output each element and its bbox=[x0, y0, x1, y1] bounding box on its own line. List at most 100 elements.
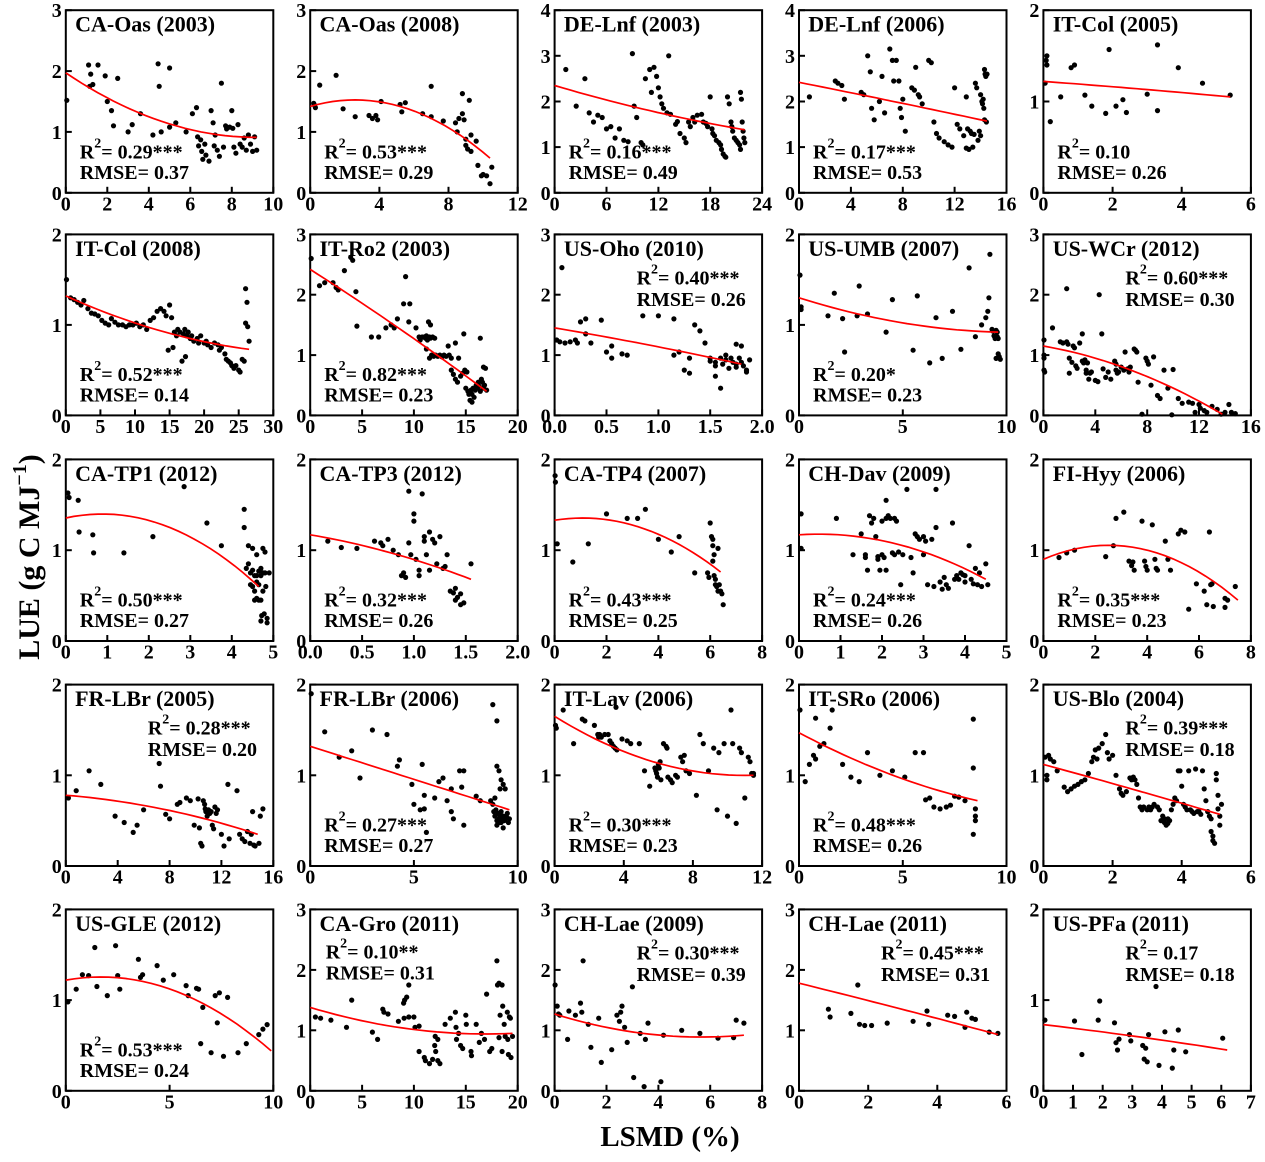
svg-text:7: 7 bbox=[1246, 1091, 1256, 1113]
svg-text:0: 0 bbox=[296, 183, 306, 205]
svg-text:3: 3 bbox=[541, 899, 551, 921]
svg-text:2: 2 bbox=[602, 642, 612, 664]
svg-text:18: 18 bbox=[700, 193, 720, 215]
svg-text:2: 2 bbox=[296, 675, 306, 697]
svg-text:8: 8 bbox=[757, 642, 767, 664]
svg-text:2: 2 bbox=[52, 61, 62, 83]
svg-text:RMSE= 0.39: RMSE= 0.39 bbox=[637, 964, 746, 986]
svg-text:R2= 0.50***: R2= 0.50*** bbox=[80, 585, 183, 612]
svg-text:2: 2 bbox=[1108, 193, 1118, 215]
svg-text:0: 0 bbox=[794, 193, 804, 215]
svg-text:1: 1 bbox=[785, 315, 795, 337]
svg-text:4: 4 bbox=[541, 0, 551, 22]
svg-text:1: 1 bbox=[1029, 990, 1039, 1012]
svg-text:6: 6 bbox=[1194, 642, 1204, 664]
svg-text:FR-LBr (2005): FR-LBr (2005) bbox=[75, 686, 215, 711]
svg-text:2: 2 bbox=[52, 449, 62, 471]
svg-text:R2= 0.30***: R2= 0.30*** bbox=[637, 937, 740, 964]
svg-text:RMSE= 0.49: RMSE= 0.49 bbox=[569, 162, 678, 184]
svg-text:10: 10 bbox=[997, 867, 1017, 889]
svg-text:0: 0 bbox=[785, 405, 795, 427]
svg-text:RMSE= 0.31: RMSE= 0.31 bbox=[326, 962, 435, 984]
svg-text:4: 4 bbox=[113, 867, 123, 889]
svg-text:10: 10 bbox=[997, 416, 1017, 438]
svg-text:R2= 0.53***: R2= 0.53*** bbox=[324, 136, 427, 163]
svg-text:2: 2 bbox=[296, 960, 306, 982]
svg-text:15: 15 bbox=[456, 1091, 476, 1113]
svg-text:RMSE= 0.18: RMSE= 0.18 bbox=[1125, 964, 1234, 986]
svg-text:0: 0 bbox=[794, 416, 804, 438]
svg-text:4: 4 bbox=[960, 642, 970, 664]
svg-text:R2= 0.43***: R2= 0.43*** bbox=[569, 585, 672, 612]
svg-text:1: 1 bbox=[52, 765, 62, 787]
svg-text:5: 5 bbox=[1002, 642, 1012, 664]
svg-text:DE-Lnf (2006): DE-Lnf (2006) bbox=[808, 12, 944, 37]
svg-text:3: 3 bbox=[52, 0, 62, 22]
svg-text:5: 5 bbox=[1187, 1091, 1197, 1113]
svg-text:5: 5 bbox=[357, 416, 367, 438]
svg-text:0.5: 0.5 bbox=[594, 416, 619, 438]
svg-text:8: 8 bbox=[444, 193, 454, 215]
svg-text:IT-Ro2 (2003): IT-Ro2 (2003) bbox=[320, 236, 451, 261]
svg-text:5: 5 bbox=[357, 1091, 367, 1113]
svg-text:RMSE= 0.24: RMSE= 0.24 bbox=[80, 1060, 189, 1082]
svg-text:0: 0 bbox=[61, 193, 71, 215]
svg-text:CH-Dav (2009): CH-Dav (2009) bbox=[808, 461, 950, 486]
svg-text:1.0: 1.0 bbox=[646, 416, 671, 438]
svg-text:15: 15 bbox=[456, 416, 476, 438]
svg-text:CH-Lae (2009): CH-Lae (2009) bbox=[564, 911, 704, 936]
svg-text:2: 2 bbox=[602, 1091, 612, 1113]
svg-text:4: 4 bbox=[374, 193, 384, 215]
svg-text:0.0: 0.0 bbox=[542, 416, 567, 438]
svg-text:1: 1 bbox=[296, 122, 306, 144]
svg-text:4: 4 bbox=[1142, 642, 1152, 664]
svg-text:20: 20 bbox=[508, 1091, 528, 1113]
svg-text:2: 2 bbox=[785, 224, 795, 246]
svg-text:1: 1 bbox=[1029, 765, 1039, 787]
svg-text:4: 4 bbox=[932, 1091, 942, 1113]
svg-text:0: 0 bbox=[305, 1091, 315, 1113]
svg-text:0: 0 bbox=[296, 405, 306, 427]
svg-text:0: 0 bbox=[61, 867, 71, 889]
svg-text:0: 0 bbox=[550, 867, 560, 889]
svg-text:4: 4 bbox=[653, 1091, 663, 1113]
svg-text:R2= 0.35***: R2= 0.35*** bbox=[1057, 585, 1160, 612]
svg-text:1: 1 bbox=[541, 765, 551, 787]
svg-text:2: 2 bbox=[541, 675, 551, 697]
svg-text:0: 0 bbox=[550, 193, 560, 215]
svg-text:2: 2 bbox=[296, 449, 306, 471]
svg-text:6: 6 bbox=[602, 193, 612, 215]
svg-text:0: 0 bbox=[794, 642, 804, 664]
svg-text:2: 2 bbox=[877, 642, 887, 664]
svg-text:2: 2 bbox=[1029, 285, 1039, 307]
svg-text:2.0: 2.0 bbox=[750, 416, 775, 438]
svg-text:0: 0 bbox=[52, 1081, 62, 1103]
svg-text:2: 2 bbox=[785, 449, 795, 471]
svg-text:RMSE= 0.53: RMSE= 0.53 bbox=[813, 162, 922, 184]
svg-text:1: 1 bbox=[836, 642, 846, 664]
svg-text:0: 0 bbox=[61, 416, 71, 438]
svg-text:5: 5 bbox=[95, 416, 105, 438]
svg-text:0: 0 bbox=[785, 856, 795, 878]
svg-text:0: 0 bbox=[1038, 193, 1048, 215]
svg-text:1.0: 1.0 bbox=[401, 642, 426, 664]
svg-text:RMSE= 0.20: RMSE= 0.20 bbox=[148, 739, 257, 761]
svg-text:0: 0 bbox=[541, 856, 551, 878]
svg-text:2: 2 bbox=[1090, 642, 1100, 664]
svg-text:1: 1 bbox=[785, 137, 795, 159]
svg-text:RMSE= 0.27: RMSE= 0.27 bbox=[324, 835, 433, 857]
svg-text:8: 8 bbox=[688, 867, 698, 889]
svg-text:RMSE= 0.14: RMSE= 0.14 bbox=[80, 384, 189, 406]
svg-text:2: 2 bbox=[541, 92, 551, 114]
svg-text:1: 1 bbox=[1029, 540, 1039, 562]
svg-text:CA-Oas (2003): CA-Oas (2003) bbox=[75, 12, 215, 37]
svg-text:R2= 0.20*: R2= 0.20* bbox=[813, 359, 896, 386]
svg-text:RMSE= 0.26: RMSE= 0.26 bbox=[1057, 162, 1166, 184]
svg-text:2: 2 bbox=[1029, 675, 1039, 697]
svg-text:3: 3 bbox=[1029, 224, 1039, 246]
svg-text:RMSE= 0.26: RMSE= 0.26 bbox=[637, 289, 746, 311]
svg-text:2.0: 2.0 bbox=[505, 642, 530, 664]
svg-text:1: 1 bbox=[785, 540, 795, 562]
svg-text:12: 12 bbox=[752, 867, 772, 889]
svg-text:RMSE= 0.26: RMSE= 0.26 bbox=[813, 835, 922, 857]
